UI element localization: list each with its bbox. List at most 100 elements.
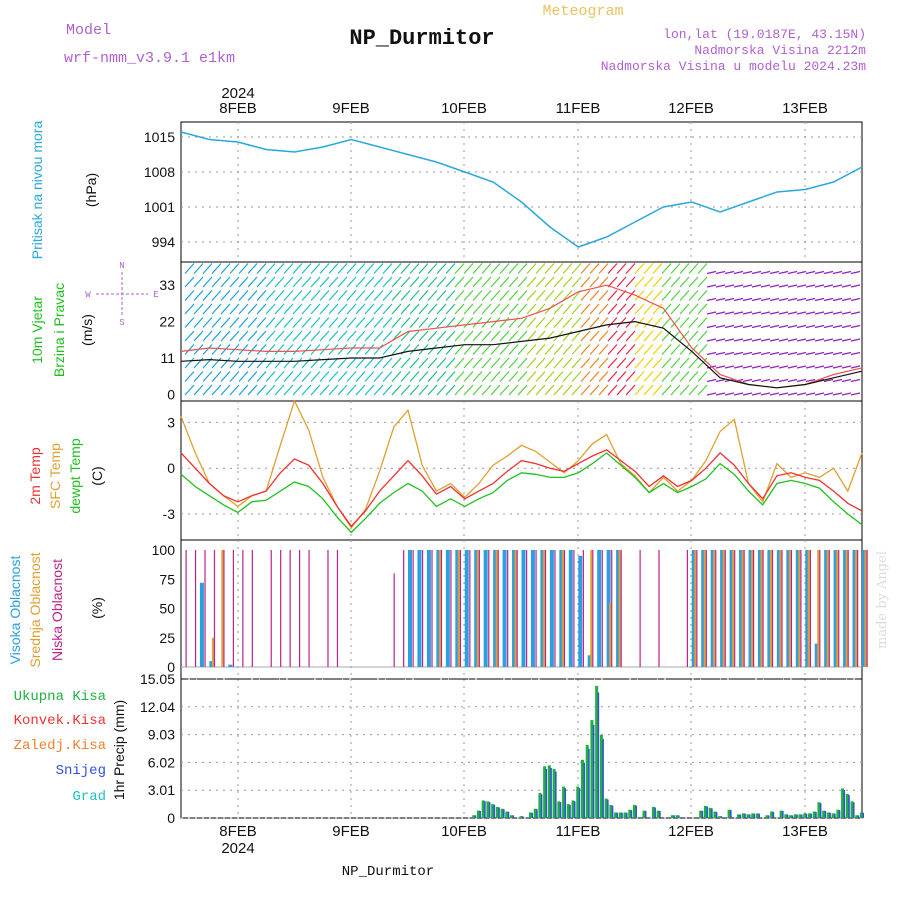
wind-barb [679,317,690,328]
wind-barb [445,371,456,382]
wind-barb [580,290,591,301]
wind-barb [679,384,690,396]
precip-legend: Ukupna Kisa Konvek.Kisa Zaledj.Kisa Snij… [14,689,106,805]
wind-barb [292,384,303,396]
wind-barb [706,392,717,396]
wind-barb [643,344,654,355]
wind-barb [265,330,276,342]
wind-barb [220,276,231,288]
wind-barb [319,263,330,274]
wind-barb [760,284,771,288]
wind-barb [535,290,546,301]
precip-total-bar [727,809,731,818]
precip-total-bar [855,815,859,818]
legend-convective-rain: Konvek.Kisa [14,713,106,729]
wind-barb [652,384,663,396]
precip-snow-bar [706,806,708,818]
precip-snow-bar [592,724,595,818]
wind-barb [616,290,627,301]
wind-barb [625,276,636,288]
wind-barb [778,324,789,329]
wind-barb [688,303,699,315]
wind-barb [454,344,465,355]
wind-barb [355,290,366,301]
wind-direction-key: N W E S [85,261,158,328]
wind-barb [238,276,249,288]
wind-barb [265,290,276,301]
precip-snow-bar [749,814,751,818]
wind-barb [706,324,717,329]
precip-total-bar [841,788,845,818]
wind-barb [697,263,708,274]
cloud-low-bar [336,550,339,667]
wind-barb [562,357,573,369]
wind-barb [607,357,618,369]
wind-key-east: E [153,290,158,300]
wind-barb [751,351,762,356]
wind-barb [562,276,573,288]
wind-barb [373,330,384,342]
wind-barb [202,344,213,355]
wind-barb [589,303,600,315]
wind-barb [247,276,258,288]
wind-barb [643,263,654,274]
dewpoint-line [180,452,863,534]
cloud-low-bar [251,550,253,667]
wind-barb [292,330,303,342]
wind-barb [499,276,510,288]
wind-barb [391,357,402,369]
wind-barb [310,263,321,274]
cloud-high-bar [559,550,564,667]
wind-barb [679,344,690,355]
wind-barb [742,365,753,369]
cloud-mid-bar [211,637,214,667]
wind-barb [733,270,744,275]
wind-barb [490,357,501,369]
wind-barb [400,276,411,288]
wind-barb [715,311,726,315]
wind-barb [634,263,645,274]
wind-barb [355,371,366,382]
wind-barb [400,371,411,382]
cloud-high-bar [493,550,498,667]
wind-barb [400,330,411,342]
wind-barb [445,303,456,315]
precip-total-bar [491,804,495,818]
wind-barb [814,297,825,302]
wind-barb [292,290,303,301]
wind-barb [499,263,510,274]
wind-barb [562,384,573,396]
chart-subtitle: Meteogram [542,3,623,20]
wind-barb [256,263,267,274]
wind-barb [778,338,789,342]
wind-barb [382,330,393,342]
wind-barb [589,276,600,288]
wind-barb [481,384,492,396]
wind-barb [670,344,681,355]
cloud-mid-bar [807,550,810,667]
wind-barb [310,317,321,328]
cloud-high-bar [691,550,696,667]
top-tick-2: 10FEB [441,100,487,117]
wind-barb [706,297,717,302]
wind-barb [319,317,330,328]
precip-total-bar [557,801,561,818]
pressure-ytick-label-3: 1015 [144,129,175,145]
wind-barb [679,330,690,342]
cloud-low-bar [185,550,187,667]
wind-barb [787,378,798,383]
wind-barb [337,371,348,382]
wind-barb [382,317,393,328]
precip-total-bar [822,810,826,818]
cloud-high-bar [436,550,441,667]
cloud-low-bar [866,550,868,667]
wind-barb [634,276,645,288]
precip-total-bar [604,798,608,818]
cloud-high-bar [549,550,554,667]
bottom-tick-3: 11FEB [556,823,601,840]
wind-barb [364,303,375,315]
wind-barb [625,371,636,382]
precip-total-bar [770,811,774,818]
wind-barb [661,263,672,274]
wind-barb [328,317,339,328]
